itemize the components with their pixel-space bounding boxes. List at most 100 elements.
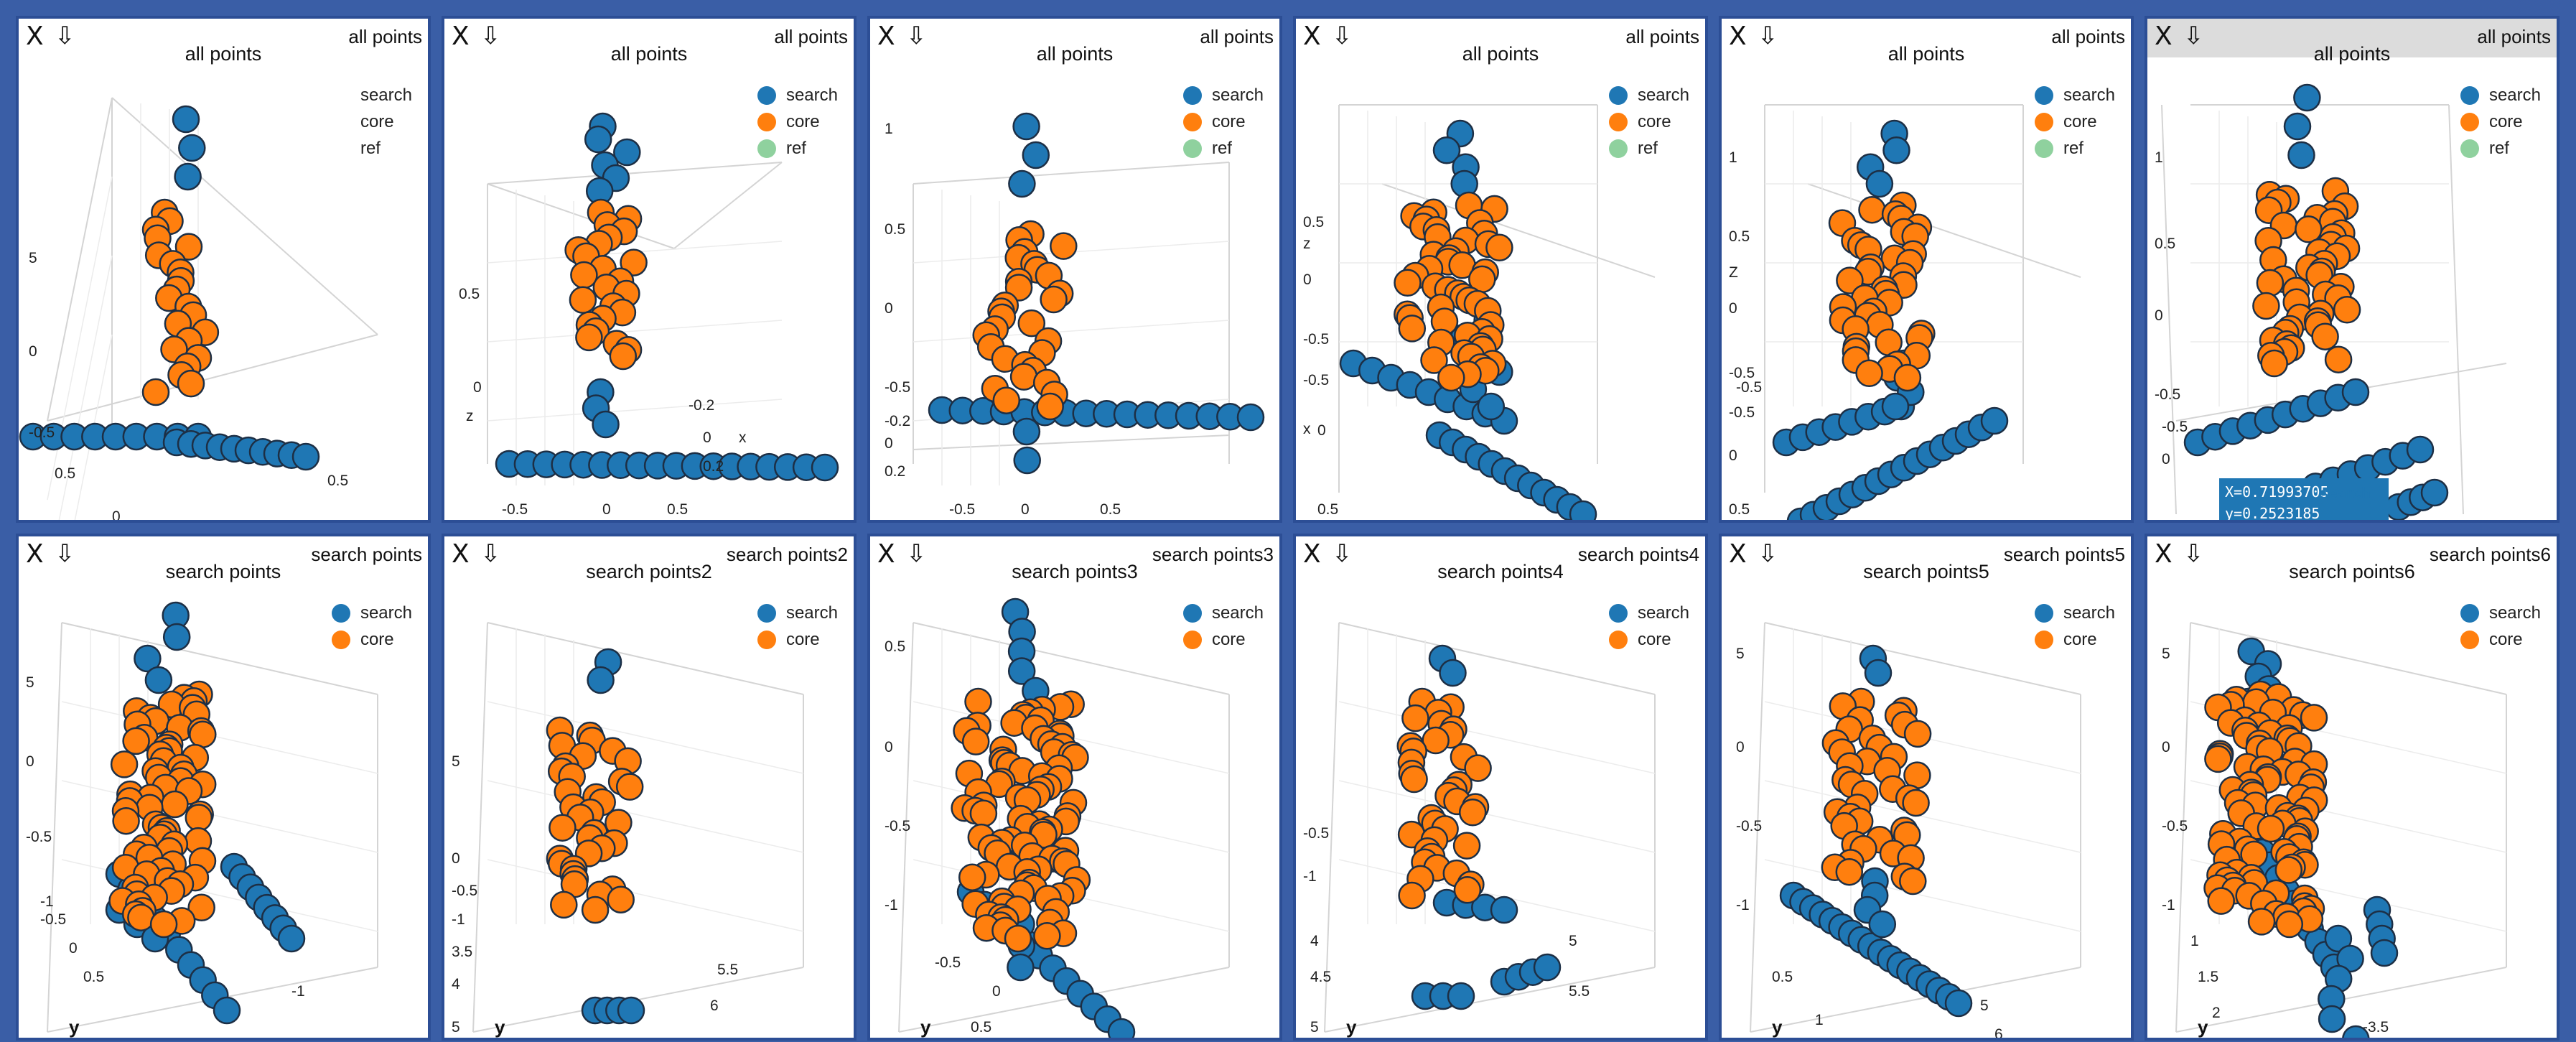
search-point[interactable] [1007,953,1035,982]
legend-item-core[interactable]: core [331,626,412,653]
core-point[interactable] [1437,363,1465,392]
legend-item-search[interactable]: search [757,82,838,108]
search-point[interactable] [1439,659,1467,687]
search-point[interactable] [1569,500,1597,523]
search-point[interactable] [2318,1005,2346,1033]
search-point[interactable] [2370,939,2399,967]
legend-item-ref[interactable]: ref [1608,135,1689,162]
search-point[interactable] [1533,953,1562,982]
search-point[interactable] [2293,83,2321,112]
search-point[interactable] [2283,112,2312,141]
search-point[interactable] [2324,924,2353,953]
legend-item-core[interactable]: core [2034,108,2115,135]
legend-item-ref[interactable]: ref [332,135,412,162]
close-x-icon[interactable]: X [452,22,470,51]
core-point[interactable] [1394,269,1422,297]
legend-item-search[interactable]: search [331,600,412,626]
search-point[interactable] [134,644,162,673]
download-arrow-icon[interactable]: ⇩ [2183,22,2204,50]
legend-item-search[interactable]: search [1182,600,1264,626]
core-point[interactable] [992,386,1021,414]
search-point[interactable] [144,666,173,694]
scatter-3d-plot[interactable]: 5 0 -0.5 -1 3.5 4 5 5.5 6 y [444,536,857,1041]
core-point[interactable] [161,790,189,819]
close-x-icon[interactable]: X [26,22,44,51]
download-arrow-icon[interactable]: ⇩ [906,539,927,568]
legend-item-core[interactable]: core [1182,108,1264,135]
core-point[interactable] [2207,887,2235,915]
legend-item-core[interactable]: core [757,108,838,135]
core-point[interactable] [1855,359,1883,388]
search-point[interactable] [1022,141,1050,169]
core-point[interactable] [1453,876,1482,904]
core-point[interactable] [1903,761,1931,789]
search-point[interactable] [1477,392,1506,421]
search-point[interactable] [291,442,320,471]
legend-item-core[interactable]: core [332,108,412,135]
core-point[interactable] [549,814,577,842]
download-arrow-icon[interactable]: ⇩ [1758,539,1778,568]
core-point[interactable] [607,885,635,913]
search-point[interactable] [1008,169,1036,198]
core-point[interactable] [2275,910,2304,939]
download-arrow-icon[interactable]: ⇩ [55,22,75,50]
search-point[interactable] [1107,1018,1136,1041]
core-point[interactable] [615,773,644,801]
core-point[interactable] [1004,924,1032,953]
core-point[interactable] [174,233,203,261]
legend-item-core[interactable]: core [757,626,838,653]
core-point[interactable] [2274,856,2303,884]
search-point[interactable] [213,996,241,1025]
core-point[interactable] [1398,881,1426,910]
core-point[interactable] [1017,309,1046,338]
core-point[interactable] [185,804,213,832]
core-point[interactable] [1033,922,1061,950]
search-point[interactable] [2342,1025,2370,1041]
core-point[interactable] [141,378,170,406]
close-x-icon[interactable]: X [26,539,44,569]
core-point[interactable] [1893,363,1922,392]
search-point[interactable] [1881,392,1910,421]
core-point[interactable] [1420,346,1448,374]
download-arrow-icon[interactable]: ⇩ [1758,22,1778,50]
core-point[interactable] [1899,867,1927,896]
search-point[interactable] [1868,910,1897,939]
close-x-icon[interactable]: X [2155,539,2173,569]
search-point[interactable] [1490,896,1518,924]
legend-item-core[interactable]: core [2460,108,2541,135]
core-point[interactable] [112,806,140,835]
scatter-3d-plot[interactable]: -0.5 -1 4 4.5 5 5 5.5 y [1296,536,1708,1041]
core-point[interactable] [2300,704,2328,732]
core-point[interactable] [581,896,610,924]
core-point[interactable] [1452,832,1481,860]
close-x-icon[interactable]: X [1729,22,1747,51]
legend-item-ref[interactable]: ref [2460,135,2541,162]
scatter-3d-plot[interactable]: 5 0 -0.5 -1 1 1.5 2 -3.5 y [2147,536,2559,1041]
search-point[interactable] [2406,435,2435,464]
core-point[interactable] [550,890,578,919]
search-point[interactable] [1007,657,1036,685]
core-point[interactable] [122,727,150,755]
core-point[interactable] [1464,754,1492,782]
download-arrow-icon[interactable]: ⇩ [906,22,927,50]
search-point[interactable] [1980,406,2009,435]
search-point[interactable] [178,134,206,162]
search-point[interactable] [613,138,641,167]
core-point[interactable] [575,323,603,352]
search-point[interactable] [584,125,612,154]
search-point[interactable] [2287,141,2315,169]
scatter-3d-plot[interactable]: 0.5 0 -0.5 -1 -0.5 0 0.5 y [870,536,1282,1041]
core-point[interactable] [1835,857,1864,886]
legend-item-ref[interactable]: ref [757,135,838,162]
core-point[interactable] [1400,765,1428,794]
close-x-icon[interactable]: X [452,539,470,569]
legend-item-core[interactable]: core [1608,108,1689,135]
core-point[interactable] [2260,349,2288,378]
search-point[interactable] [1447,982,1475,1010]
search-point[interactable] [617,996,645,1025]
legend-item-core[interactable]: core [1182,626,1264,653]
scatter-3d-plot[interactable]: 1 0.5 0 -0.5 -0.2 0 0.2 -0.5 0 0.5 [870,19,1282,523]
core-point[interactable] [189,720,217,748]
close-x-icon[interactable]: X [877,22,895,51]
scatter-3d-plot[interactable]: 5 0 -0.5 0.5 0 0.5 [19,19,431,523]
